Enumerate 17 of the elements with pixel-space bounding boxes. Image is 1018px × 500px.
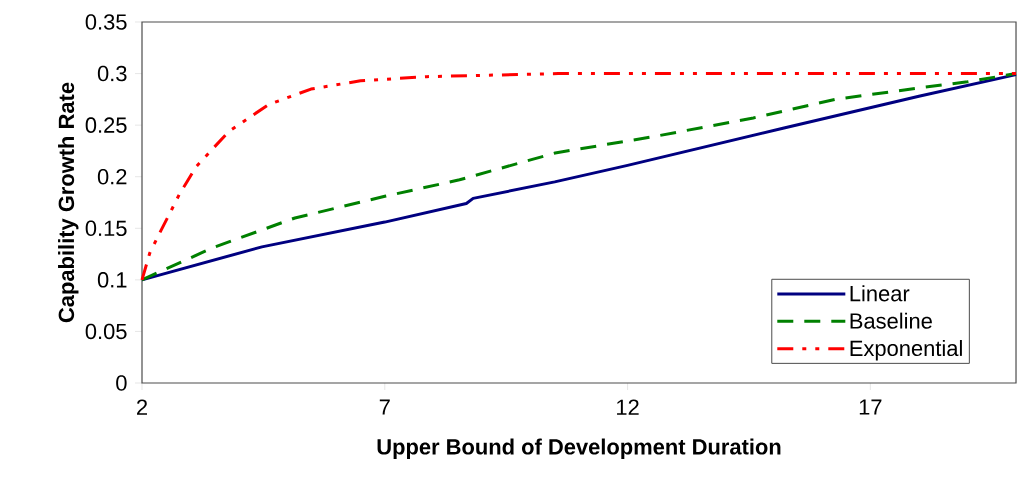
legend-label: Exponential	[850, 339, 962, 361]
y-tick-label: 0.1	[97, 272, 127, 288]
y-tick-label: 0	[116, 375, 127, 391]
y-tick-label: 0.35	[85, 14, 127, 30]
y-tick-label: 0.25	[85, 117, 127, 133]
x-tick-label: 7	[379, 399, 390, 415]
y-tick-label: 0.05	[85, 323, 127, 340]
x-tick-label: 17	[859, 399, 882, 415]
legend-label: Baseline	[850, 312, 932, 329]
y-axis-title: Capability Growth Rate	[58, 82, 79, 323]
y-tick-label: 0.3	[97, 65, 127, 82]
x-tick-label: 2	[137, 399, 147, 415]
y-tick-label: 0.2	[97, 168, 127, 185]
legend-label: Linear	[850, 285, 910, 302]
x-tick-label: 12	[617, 399, 639, 415]
x-axis-title: Upper Bound of Development Duration	[377, 438, 781, 459]
y-tick-label: 0.15	[85, 220, 127, 237]
